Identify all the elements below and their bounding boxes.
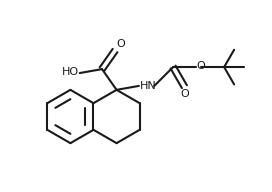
Text: HN: HN (140, 80, 157, 90)
Text: O: O (180, 89, 189, 99)
Text: HO: HO (61, 67, 79, 77)
Text: O: O (196, 61, 205, 71)
Text: O: O (116, 39, 125, 49)
